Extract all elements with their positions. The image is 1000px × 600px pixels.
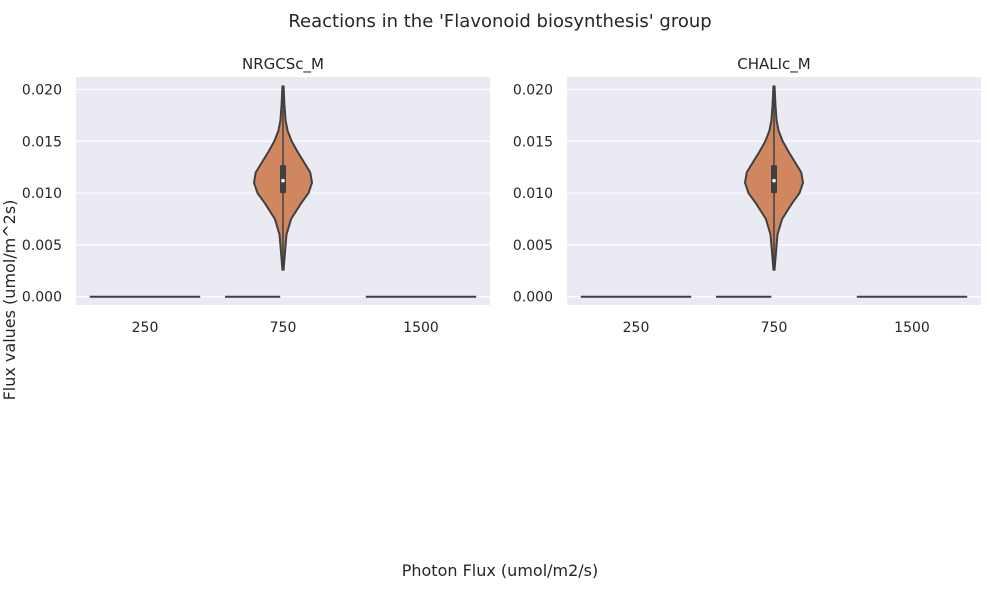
panel-title-nrgcsc-m: NRGCSc_M (242, 55, 324, 74)
x-tick-label: 1500 (403, 320, 439, 336)
violin-750-median (772, 178, 776, 183)
x-axis-label: Photon Flux (umol/m2/s) (402, 561, 599, 580)
y-tick-label: 0.015 (22, 134, 62, 150)
y-tick-label: 0.020 (22, 82, 62, 98)
y-tick-label: 0.000 (513, 290, 553, 306)
y-tick-label: 0.000 (22, 290, 62, 306)
x-tick-label: 750 (761, 320, 788, 336)
y-tick-label: 0.015 (513, 134, 553, 150)
violin-750-median (281, 178, 285, 183)
panel-nrgcsc-m: NRGCSc_M 0.000 0.005 0.010 0.015 0.020 250 750… (22, 55, 490, 336)
y-tick-label: 0.010 (22, 186, 62, 202)
y-tick-label: 0.010 (513, 186, 553, 202)
x-tick-label: 750 (270, 320, 297, 336)
x-tick-label: 1500 (894, 320, 930, 336)
figure-suptitle: Reactions in the 'Flavonoid biosynthesis… (288, 11, 711, 32)
x-tick-label: 250 (623, 320, 650, 336)
panel-chalic-m: CHALIc_M 0.000 0.005 0.010 0.015 0.020 250 750… (513, 55, 981, 336)
x-tick-label: 250 (132, 320, 159, 336)
y-tick-label: 0.020 (513, 82, 553, 98)
y-tick-label: 0.005 (22, 238, 62, 254)
y-axis-label: Flux values (umol/m^2s) (0, 200, 19, 401)
panel-title-chalic-m: CHALIc_M (737, 55, 810, 74)
y-tick-label: 0.005 (513, 238, 553, 254)
